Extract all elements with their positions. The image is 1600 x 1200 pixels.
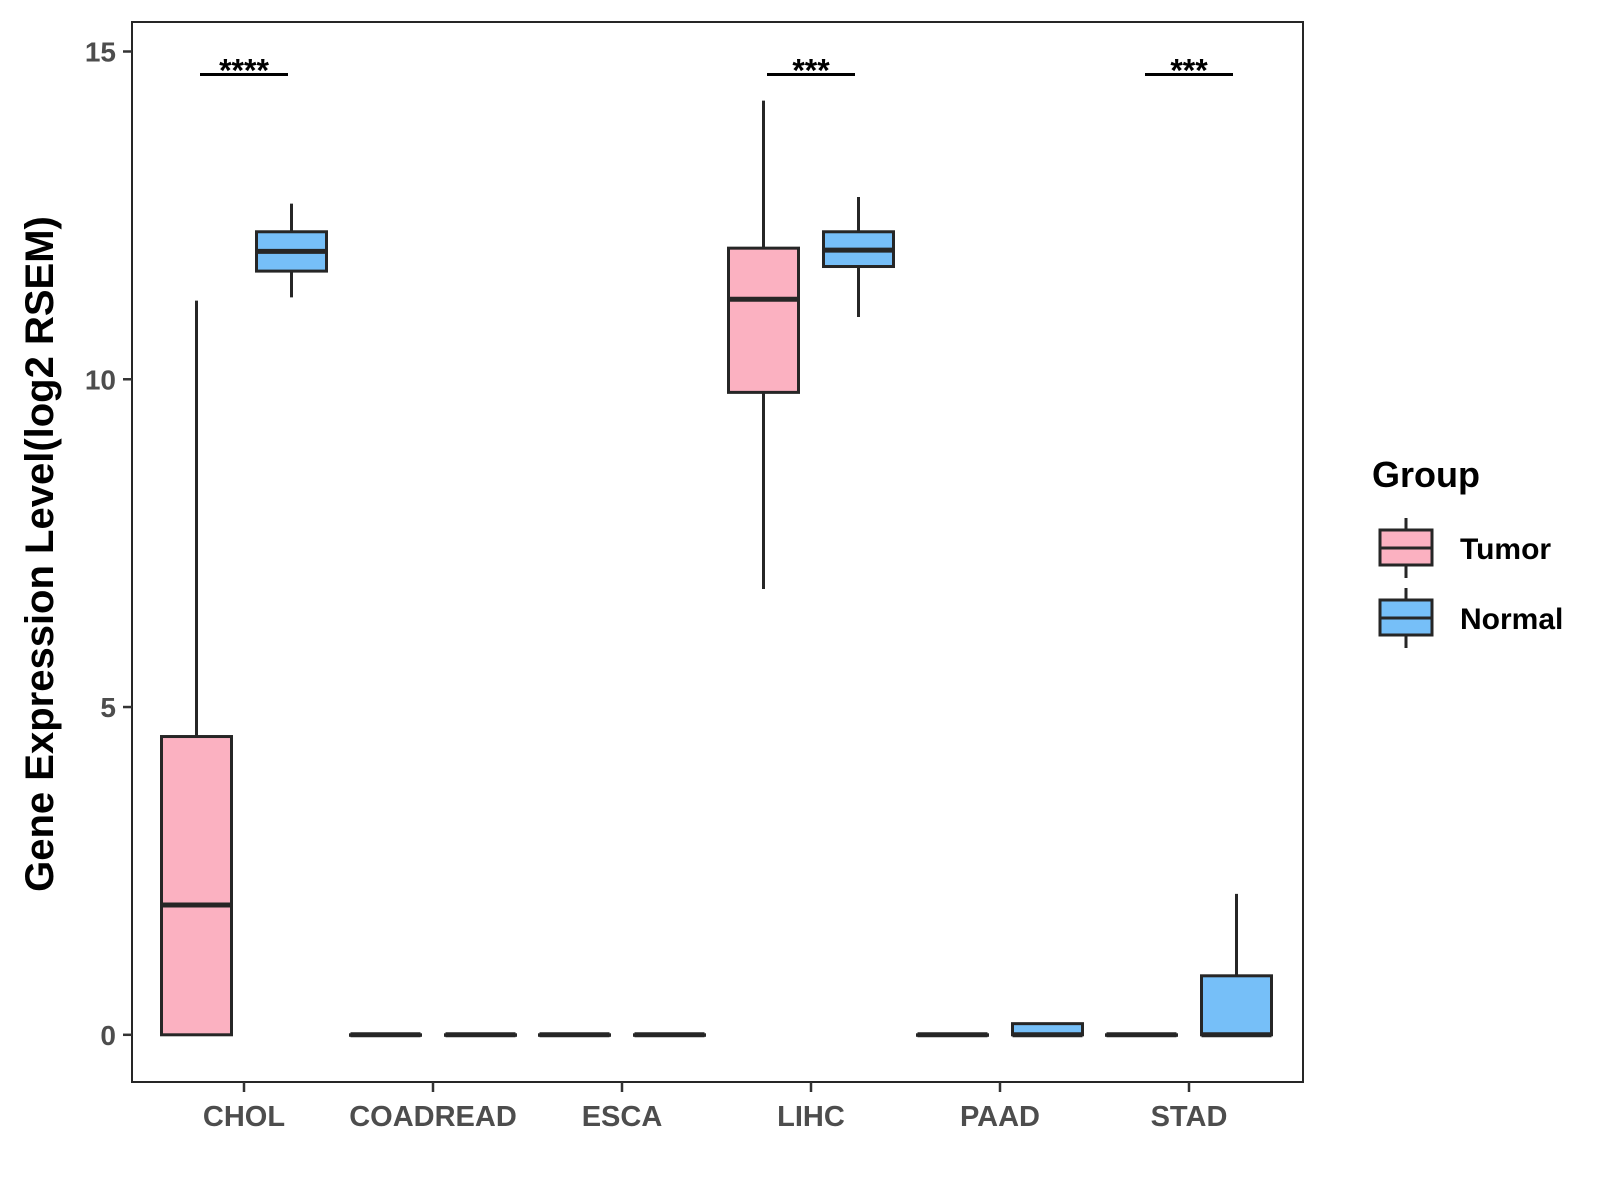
box-tumor-paad bbox=[916, 1032, 989, 1038]
x-tick-label-stad: STAD bbox=[1151, 1101, 1228, 1133]
legend-key-normal bbox=[1378, 588, 1434, 648]
significance-chol: **** bbox=[200, 52, 288, 88]
legend-label-normal: Normal bbox=[1460, 603, 1563, 636]
box-tumor-chol bbox=[160, 300, 233, 1037]
legend-title: Group bbox=[1372, 454, 1480, 495]
x-tick-label-chol: CHOL bbox=[203, 1101, 285, 1133]
box-tumor-esca bbox=[538, 1032, 611, 1038]
box-body bbox=[160, 735, 233, 1037]
legend-key-tumor bbox=[1378, 518, 1434, 578]
box-normal-lihc bbox=[822, 197, 895, 317]
box-body bbox=[727, 246, 800, 394]
y-axis: 0 5 10 15 bbox=[85, 36, 132, 1051]
y-tick-label-15: 15 bbox=[85, 36, 116, 67]
y-tick-label-0: 0 bbox=[100, 1020, 116, 1051]
y-tick-label-5: 5 bbox=[100, 692, 116, 723]
x-tick-label-esca: ESCA bbox=[582, 1101, 663, 1133]
box-body bbox=[1200, 974, 1273, 1037]
significance-label: **** bbox=[219, 52, 269, 88]
box-tumor-coadread bbox=[349, 1032, 422, 1038]
x-tick-label-coadread: COADREAD bbox=[349, 1101, 517, 1133]
significance-annotations: **** *** *** bbox=[200, 52, 1233, 88]
significance-lihc: *** bbox=[767, 52, 855, 88]
box-series bbox=[160, 100, 1273, 1038]
box-normal-stad bbox=[1200, 893, 1273, 1038]
box-normal-coadread bbox=[444, 1032, 517, 1038]
legend: Group Tumor Normal bbox=[1372, 454, 1563, 648]
significance-label: *** bbox=[1170, 52, 1208, 88]
y-tick-label-10: 10 bbox=[85, 364, 116, 395]
box-normal-chol bbox=[255, 203, 328, 298]
x-tick-label-lihc: LIHC bbox=[777, 1101, 845, 1133]
box-tumor-lihc bbox=[727, 100, 800, 590]
x-tick-label-paad: PAAD bbox=[960, 1101, 1040, 1133]
box-normal-esca bbox=[633, 1032, 706, 1038]
x-axis: CHOL COADREAD ESCA LIHC PAAD STAD bbox=[203, 1082, 1227, 1133]
plot-panel bbox=[131, 21, 1304, 1083]
box-normal-paad bbox=[1011, 1022, 1084, 1038]
y-axis-title: Gene Expression Level(log2 RSEM) bbox=[18, 216, 62, 892]
box-tumor-stad bbox=[1105, 1032, 1178, 1038]
legend-label-tumor: Tumor bbox=[1460, 533, 1551, 566]
significance-label: *** bbox=[792, 52, 830, 88]
significance-stad: *** bbox=[1145, 52, 1233, 88]
